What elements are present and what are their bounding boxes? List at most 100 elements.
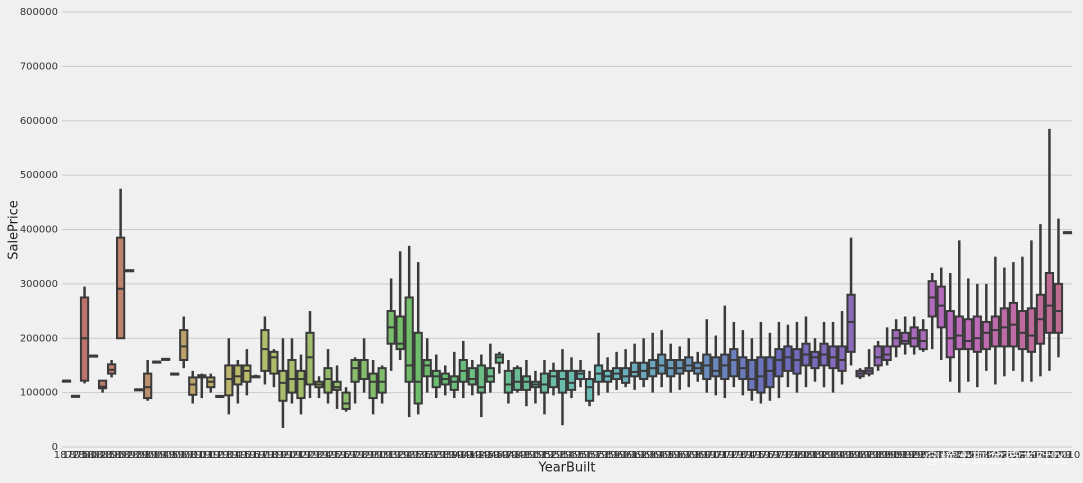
x-tick-label: 1872	[54, 450, 79, 461]
x-tick-label: 2006	[1019, 450, 1044, 461]
y-tick-label: 300000	[20, 279, 58, 290]
x-tick-label: 1880	[72, 450, 97, 461]
box	[927, 280, 937, 318]
box	[945, 310, 955, 359]
y-tick-label: 800000	[20, 7, 58, 18]
x-tick-label: 2005	[1010, 450, 1035, 461]
x-tick-label: 1900	[135, 450, 160, 461]
x-tick-label: 2010	[1055, 450, 1080, 461]
box	[476, 364, 486, 394]
x-tick-label: 2003	[992, 450, 1017, 461]
x-tick-label: 1974	[730, 450, 755, 461]
x-tick-label: 1975	[739, 450, 764, 461]
x-tick-label: 1926	[324, 450, 349, 461]
x-tick-label: 1928	[342, 450, 367, 461]
box	[918, 329, 928, 351]
x-tick-label: 1971	[703, 450, 728, 461]
box	[990, 315, 1000, 348]
x-tick-label: 1885	[90, 450, 115, 461]
x-tick-label: 1964	[640, 450, 665, 461]
box	[350, 359, 360, 383]
y-tick-label: 500000	[20, 170, 58, 181]
x-tick-label: 1908	[171, 450, 196, 461]
x-tick-label: 1963	[631, 450, 656, 461]
y-tick-label: 400000	[20, 225, 58, 236]
x-tick-label: 1921	[279, 450, 304, 461]
x-tick-label: 1919	[261, 450, 286, 461]
x-tick-label: 1904	[144, 450, 169, 461]
x-tick-label: 1986	[838, 450, 863, 461]
box	[521, 375, 532, 391]
box	[224, 364, 234, 397]
x-tick-label: 1958	[586, 450, 611, 461]
y-tick-label: 600000	[20, 116, 58, 127]
box	[359, 359, 369, 381]
x-tick-label: 1999	[956, 450, 981, 461]
x-tick-label: 1875	[63, 450, 88, 461]
box	[97, 379, 108, 390]
box	[882, 345, 892, 361]
x-tick-label: 1914	[216, 450, 241, 461]
x-tick-label: 1913	[207, 450, 232, 461]
box	[188, 376, 198, 396]
x-tick-label: 1973	[721, 450, 746, 461]
x-tick-label: 1984	[820, 450, 845, 461]
box	[909, 326, 919, 348]
box	[954, 315, 964, 351]
box	[422, 359, 432, 378]
x-tick-label: 1997	[938, 450, 963, 461]
box	[566, 369, 577, 391]
x-tick-label: 1906	[162, 450, 187, 461]
x-tick-label: 1912	[198, 450, 223, 461]
box	[765, 356, 775, 389]
x-tick-label: 1905	[153, 450, 178, 461]
box	[305, 331, 315, 386]
x-tick-label: 1983	[811, 450, 836, 461]
x-tick-label: 2009	[1046, 450, 1071, 461]
x-tick-label: 1922	[288, 450, 313, 461]
x-tick-label: 1980	[784, 450, 809, 461]
box	[747, 359, 757, 391]
x-tick-label: 1932	[378, 450, 403, 461]
box	[233, 364, 243, 386]
x-tick-label: 1990	[874, 450, 899, 461]
x-tick-label: 1979	[775, 450, 800, 461]
x-tick-label: 2007	[1028, 450, 1053, 461]
x-tick-label: 1917	[243, 450, 268, 461]
box	[512, 367, 523, 391]
box	[756, 356, 766, 394]
x-tick-label: 1948	[496, 450, 521, 461]
x-tick-label: 1954	[550, 450, 575, 461]
x-tick-label: 1940	[442, 450, 467, 461]
x-tick-label: 1890	[99, 450, 124, 461]
x-tick-label: 1968	[676, 450, 701, 461]
x-tick-label: 1996	[929, 450, 954, 461]
box	[963, 318, 973, 351]
x-tick-label: 1962	[622, 450, 647, 461]
x-tick-label: 1930	[360, 450, 385, 461]
x-tick-label: 1945	[469, 450, 494, 461]
box	[404, 296, 414, 383]
y-axis-label: SalePrice	[7, 200, 22, 260]
box	[684, 356, 694, 372]
box	[503, 369, 513, 394]
x-tick-label: 1995	[919, 450, 944, 461]
x-tick-label: 1925	[315, 450, 340, 461]
x-tick-label: 1993	[901, 450, 926, 461]
box	[548, 369, 559, 389]
x-tick-label: 1965	[649, 450, 674, 461]
x-tick-label: 1898	[126, 450, 151, 461]
x-tick-label: 1893	[117, 450, 142, 461]
x-tick-label: 1938	[424, 450, 449, 461]
box	[729, 348, 739, 378]
box	[278, 369, 288, 402]
box	[341, 391, 351, 410]
x-tick-label: 1994	[910, 450, 935, 461]
x-tick-label: 1955	[559, 450, 584, 461]
x-tick-label: 1927	[333, 450, 358, 461]
x-tick-label: 1924	[306, 450, 331, 461]
x-tick-label: 1892	[108, 450, 133, 461]
x-tick-label: 2001	[974, 450, 999, 461]
